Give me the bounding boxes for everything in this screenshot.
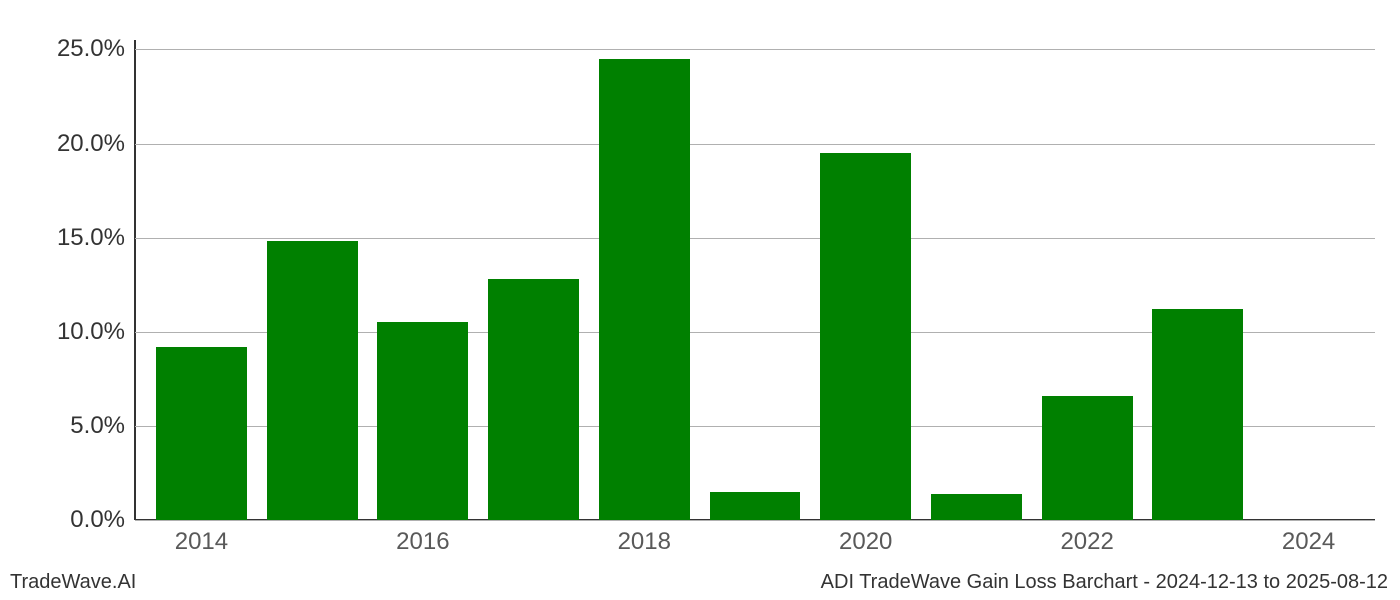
xtick-label: 2014 (175, 528, 228, 556)
footer-left-label: TradeWave.AI (10, 571, 136, 594)
bar (710, 492, 801, 520)
gridline (135, 238, 1375, 239)
bar (156, 347, 247, 520)
bar (377, 322, 468, 520)
plot-area (135, 40, 1375, 520)
gridline (135, 49, 1375, 50)
ytick-label: 15.0% (25, 224, 125, 252)
ytick-label: 10.0% (25, 318, 125, 346)
y-axis-line (134, 40, 136, 520)
chart-container: TradeWave.AI ADI TradeWave Gain Loss Bar… (0, 0, 1400, 600)
xtick-label: 2022 (1060, 528, 1113, 556)
xtick-label: 2018 (618, 528, 671, 556)
bar (1152, 309, 1243, 520)
bar (1042, 396, 1133, 520)
bar (488, 279, 579, 520)
ytick-label: 25.0% (25, 35, 125, 63)
xtick-label: 2020 (839, 528, 892, 556)
bar (820, 153, 911, 520)
ytick-label: 20.0% (25, 130, 125, 158)
bar (599, 59, 690, 520)
xtick-label: 2024 (1282, 528, 1335, 556)
bar (931, 494, 1022, 520)
ytick-label: 0.0% (25, 506, 125, 534)
footer-right-label: ADI TradeWave Gain Loss Barchart - 2024-… (821, 571, 1388, 594)
bar (267, 241, 358, 520)
xtick-label: 2016 (396, 528, 449, 556)
gridline (135, 520, 1375, 521)
ytick-label: 5.0% (25, 412, 125, 440)
gridline (135, 144, 1375, 145)
